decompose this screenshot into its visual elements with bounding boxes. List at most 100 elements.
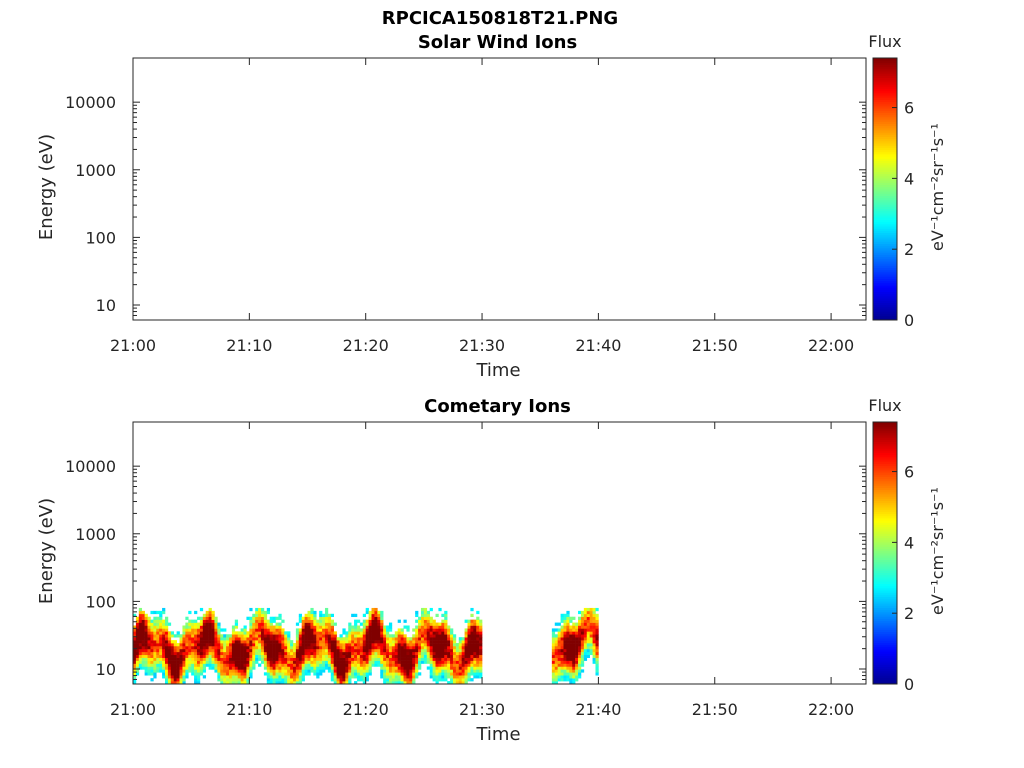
heatmap-cell [418, 619, 422, 623]
heatmap-cell [455, 645, 460, 650]
heatmap-cell [144, 613, 148, 618]
heatmap-cell [287, 634, 291, 638]
heatmap-cell [397, 666, 401, 670]
heatmap-cell [316, 637, 320, 641]
heatmap-cell [345, 643, 349, 647]
heatmap-cell [441, 654, 445, 658]
heatmap-cell [336, 681, 340, 685]
heatmap-cell [551, 643, 556, 647]
heatmap-cell [258, 648, 262, 653]
heatmap-cell [220, 666, 224, 670]
heatmap-cell [144, 672, 148, 676]
heatmap-cell [371, 651, 375, 656]
heatmap-cell [394, 660, 398, 664]
heatmap-cell [176, 678, 180, 682]
heatmap-cell [383, 651, 387, 656]
heatmap-cell [185, 654, 189, 658]
heatmap-cell [202, 613, 207, 618]
heatmap-cell [473, 666, 477, 670]
heatmap-cell [307, 622, 311, 626]
heatmap-cell [191, 628, 195, 632]
heatmap-cell [211, 616, 215, 620]
heatmap-cell [470, 666, 474, 670]
heatmap-cell [386, 643, 390, 647]
heatmap-cell [438, 678, 442, 682]
heatmap-cell [394, 651, 398, 656]
heatmap-cell [176, 657, 180, 661]
colorbar-step [873, 515, 897, 519]
heatmap-cell [383, 669, 387, 673]
heatmap-cell [578, 619, 582, 623]
colorbar-step [873, 627, 897, 630]
heatmap-cell [566, 672, 570, 676]
heatmap-cell [464, 645, 468, 650]
heatmap-cell [368, 657, 372, 661]
heatmap-cell [234, 640, 239, 644]
heatmap-cell [394, 669, 398, 673]
heatmap-cell [476, 637, 480, 641]
heatmap-cell [173, 669, 177, 673]
heatmap-cell [196, 631, 201, 635]
heatmap-cell [205, 625, 209, 629]
heatmap-cell [354, 681, 358, 685]
heatmap-cell [301, 648, 305, 653]
heatmap-cell [455, 643, 460, 647]
heatmap-cell [423, 607, 428, 612]
heatmap-cell [246, 681, 250, 685]
heatmap-cell [444, 663, 448, 667]
heatmap-cell [196, 672, 201, 676]
heatmap-cell [441, 645, 445, 650]
heatmap-cell [452, 678, 457, 682]
heatmap-cell [554, 654, 558, 658]
heatmap-cell [316, 622, 320, 626]
heatmap-cell [263, 634, 268, 638]
heatmap-cell [339, 660, 343, 664]
heatmap-cell [327, 654, 332, 658]
heatmap-cell [313, 648, 317, 653]
heatmap-cell [284, 657, 288, 661]
heatmap-cell [310, 616, 314, 620]
heatmap-cell [185, 675, 189, 679]
colorbar-step [873, 614, 897, 617]
heatmap-cell [307, 663, 311, 667]
heatmap-cell [438, 634, 442, 638]
heatmap-cell [592, 619, 596, 623]
heatmap-cell [420, 607, 425, 612]
heatmap-cell [592, 610, 596, 615]
heatmap-cell [383, 645, 387, 650]
heatmap-cell [176, 643, 180, 647]
heatmap-cell [479, 645, 483, 650]
heatmap-cell [470, 634, 474, 638]
heatmap-cell [400, 654, 404, 658]
heatmap-cell [450, 681, 454, 685]
heatmap-cell [324, 657, 329, 661]
heatmap-cell [258, 622, 262, 626]
heatmap-cell [316, 660, 320, 664]
heatmap-cell [351, 663, 355, 667]
heatmap-cell [371, 663, 375, 667]
heatmap-cell [467, 672, 471, 676]
heatmap-cell [249, 634, 253, 638]
heatmap-cell [409, 640, 413, 644]
heatmap-cell [444, 619, 448, 623]
heatmap-cell [368, 648, 372, 653]
colorbar-step [873, 585, 897, 589]
heatmap-cell [391, 660, 396, 664]
heatmap-cell [208, 616, 212, 620]
heatmap-cell [589, 637, 593, 641]
heatmap-cell [575, 666, 579, 670]
heatmap-cell [133, 657, 137, 661]
heatmap-cell [560, 666, 564, 670]
heatmap-cell [586, 628, 590, 632]
heatmap-cell [310, 666, 314, 670]
heatmap-cell [324, 663, 329, 667]
heatmap-cell [365, 678, 369, 682]
heatmap-cell [479, 657, 483, 661]
heatmap-cell [167, 669, 172, 673]
heatmap-cell [362, 631, 366, 635]
heatmap-cell [461, 675, 465, 679]
heatmap-cell [188, 640, 192, 644]
heatmap-cell [354, 654, 358, 658]
heatmap-cell [476, 640, 480, 644]
heatmap-cell [196, 657, 201, 661]
